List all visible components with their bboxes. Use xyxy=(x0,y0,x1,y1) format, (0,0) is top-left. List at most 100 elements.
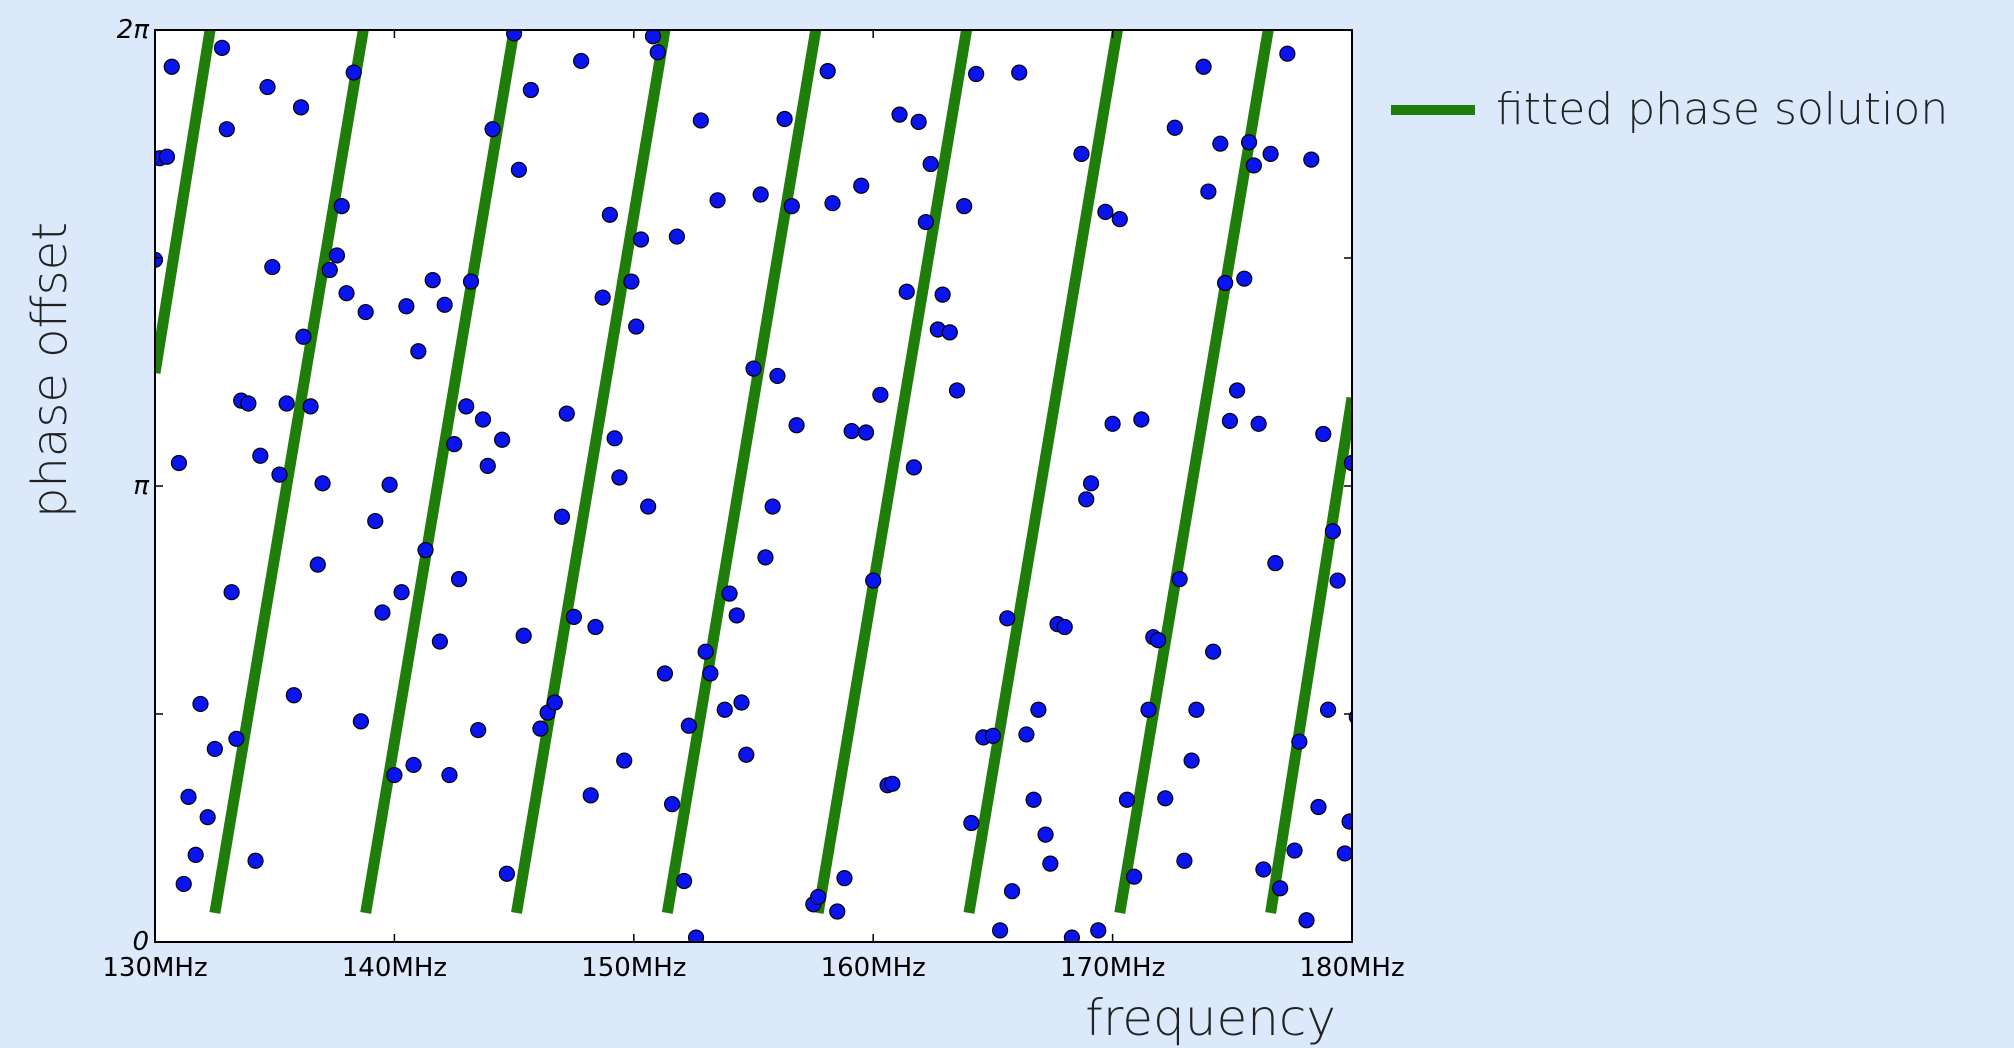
data-point xyxy=(546,694,563,711)
data-point xyxy=(853,177,870,194)
data-point xyxy=(582,787,599,804)
data-point xyxy=(1351,256,1352,264)
data-point xyxy=(649,44,666,61)
y-axis: 0 π 2π xyxy=(117,15,1352,957)
data-point xyxy=(285,687,302,704)
data-point xyxy=(163,58,180,75)
data-point xyxy=(357,303,374,321)
data-point xyxy=(522,81,539,99)
data-point xyxy=(1157,790,1174,807)
data-point xyxy=(843,422,860,440)
data-point xyxy=(1104,415,1121,432)
data-point xyxy=(498,865,516,882)
data-point xyxy=(213,39,231,56)
data-point xyxy=(675,872,693,890)
data-point xyxy=(941,324,958,341)
data-point xyxy=(1236,270,1253,287)
data-point xyxy=(532,720,549,737)
data-point xyxy=(328,247,346,264)
data-point xyxy=(553,508,571,525)
data-point xyxy=(352,713,369,730)
data-point xyxy=(884,775,901,792)
data-point xyxy=(728,607,745,624)
data-point xyxy=(1183,752,1200,769)
data-point xyxy=(692,112,709,129)
data-point xyxy=(309,556,326,573)
x-axis-title: frequency xyxy=(1085,989,1336,1047)
data-point xyxy=(1176,852,1193,869)
data-point xyxy=(687,929,705,942)
data-point xyxy=(905,459,922,476)
data-point xyxy=(898,283,915,300)
data-point xyxy=(738,746,755,763)
data-point xyxy=(240,395,257,412)
data-point xyxy=(640,498,657,515)
data-point xyxy=(292,99,310,116)
data-point xyxy=(175,875,192,893)
data-point xyxy=(968,65,985,83)
data-point xyxy=(819,63,836,80)
data-point xyxy=(1056,618,1073,636)
data-point xyxy=(668,228,685,245)
data-point xyxy=(1166,119,1183,136)
x-tick-label: 130MHz xyxy=(102,953,207,983)
data-point xyxy=(1221,412,1239,430)
data-point xyxy=(1126,868,1143,885)
data-point xyxy=(1011,64,1028,81)
data-point xyxy=(573,52,590,70)
data-point xyxy=(594,289,611,306)
data-point xyxy=(956,197,973,215)
data-point xyxy=(381,476,398,493)
data-point xyxy=(470,721,487,739)
x-axis: 130MHz 140MHz 150MHz 160MHz 170MHz 180MHz xyxy=(102,30,1405,983)
data-point xyxy=(697,643,714,660)
data-point xyxy=(764,498,781,515)
data-point xyxy=(934,286,951,303)
data-point xyxy=(1267,555,1284,572)
data-point xyxy=(776,110,793,128)
data-point xyxy=(446,436,463,453)
data-point xyxy=(1286,842,1303,859)
data-point xyxy=(1324,523,1341,540)
data-point xyxy=(1217,274,1234,292)
data-point xyxy=(424,272,441,289)
y-tick-label: 2π xyxy=(117,15,150,45)
data-point xyxy=(1319,701,1337,718)
legend: fitted phase solution xyxy=(1391,84,1948,135)
data-point xyxy=(1212,135,1229,152)
data-point xyxy=(302,398,319,415)
data-point xyxy=(1298,912,1315,929)
data-point xyxy=(910,113,927,131)
data-point xyxy=(810,888,827,906)
data-point xyxy=(733,694,750,711)
data-point xyxy=(436,296,453,313)
plot-area xyxy=(155,30,1352,942)
data-point xyxy=(1272,880,1289,897)
data-point xyxy=(314,475,331,492)
data-point xyxy=(199,809,216,826)
data-point xyxy=(824,195,841,212)
fit-line-segment xyxy=(1114,30,1274,914)
fit-line-segment xyxy=(511,30,671,914)
data-point xyxy=(374,604,391,621)
data-point xyxy=(752,186,769,203)
x-tick-label: 140MHz xyxy=(342,953,447,983)
data-point xyxy=(247,852,264,869)
fit-line-segment xyxy=(360,30,520,914)
data-point xyxy=(1133,411,1150,428)
data-point xyxy=(1255,861,1272,878)
data-point xyxy=(757,549,774,566)
data-point xyxy=(1245,157,1262,174)
data-point xyxy=(1228,382,1246,399)
data-point xyxy=(709,192,726,209)
data-point xyxy=(1188,701,1205,718)
x-tick-label: 180MHz xyxy=(1299,953,1404,983)
data-point xyxy=(872,386,889,403)
x-tick-label: 150MHz xyxy=(581,953,686,983)
data-point xyxy=(405,756,422,774)
data-point xyxy=(458,398,475,415)
data-point xyxy=(963,814,980,832)
data-point xyxy=(623,273,640,290)
data-point xyxy=(1205,643,1222,660)
data-point xyxy=(228,730,245,747)
